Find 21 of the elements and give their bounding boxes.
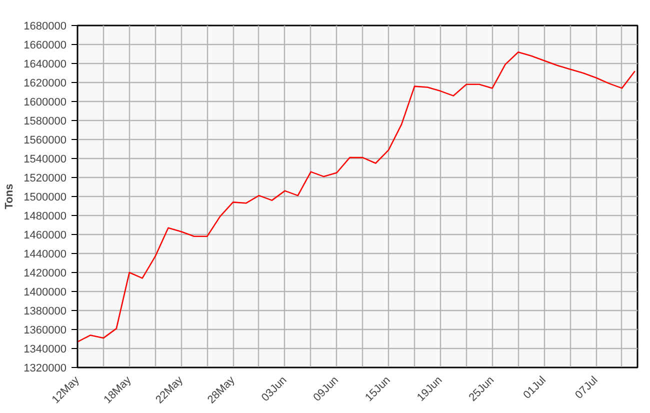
y-tick-label: 1320000 <box>24 362 67 374</box>
y-tick-label: 1400000 <box>24 286 67 298</box>
y-tick-label: 1360000 <box>24 324 67 336</box>
y-tick-label: 1440000 <box>24 248 67 260</box>
y-tick-label: 1340000 <box>24 344 67 356</box>
y-tick-label: 1380000 <box>24 306 67 318</box>
y-tick-label: 1600000 <box>24 96 67 108</box>
y-tick-label: 1520000 <box>24 172 67 184</box>
y-axis-title: Tons <box>4 184 16 210</box>
y-tick-label: 1620000 <box>24 78 67 90</box>
y-tick-label: 1500000 <box>24 192 67 204</box>
y-tick-label: 1660000 <box>24 40 67 52</box>
y-tick-label: 1560000 <box>24 134 67 146</box>
y-tick-label: 1540000 <box>24 154 67 166</box>
line-series <box>78 51 636 342</box>
y-tick-label: 1420000 <box>24 268 67 280</box>
y-tick-label: 1580000 <box>24 116 67 128</box>
y-tick-label: 1460000 <box>24 230 67 242</box>
y-tick-label: 1680000 <box>24 20 67 32</box>
y-tick-label: 1640000 <box>24 58 67 70</box>
y-tick-label: 1480000 <box>24 210 67 222</box>
